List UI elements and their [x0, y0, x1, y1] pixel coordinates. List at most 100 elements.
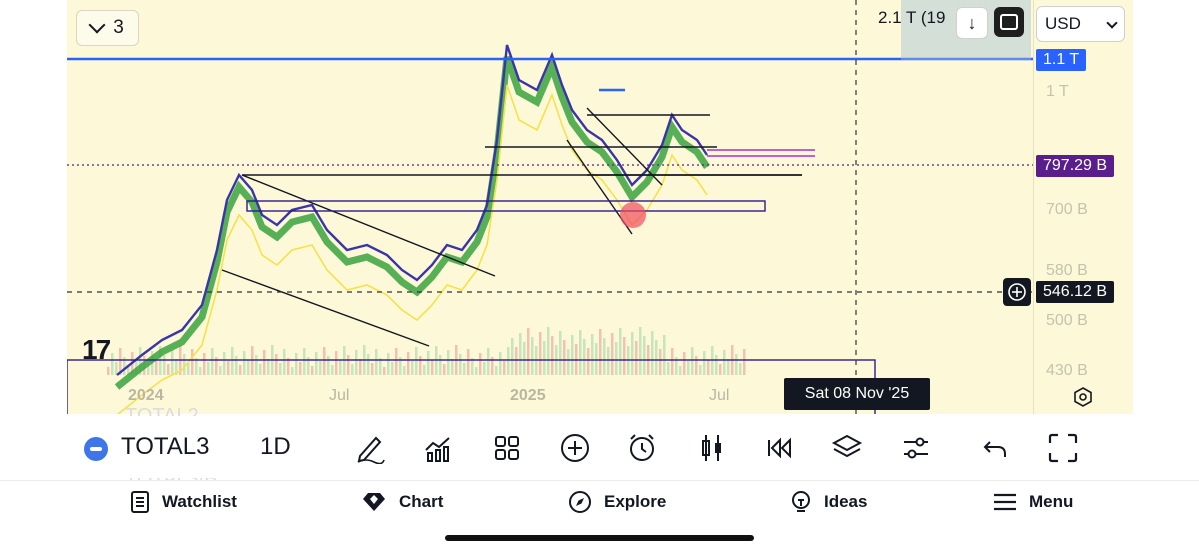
volume-bar: [111, 353, 114, 375]
plus-circle-icon: [1008, 283, 1026, 301]
scroll-down-button[interactable]: ↓: [956, 7, 988, 39]
volume-bar: [495, 366, 498, 375]
symbol-name[interactable]: TOTAL3: [121, 433, 210, 460]
volume-bar: [155, 360, 158, 375]
volume-bar: [355, 350, 358, 375]
volume-bar: [735, 354, 738, 375]
chart-type-button[interactable]: [692, 428, 732, 468]
volume-bar: [411, 361, 414, 375]
chart-settings-button[interactable]: [1070, 384, 1096, 410]
menu-icon: [994, 493, 1016, 511]
volume-bar: [707, 360, 710, 375]
volume-bar: [719, 364, 722, 375]
volume-bar: [663, 335, 666, 375]
indicators-button[interactable]: [418, 428, 458, 468]
volume-bar: [639, 327, 642, 375]
add-button[interactable]: [555, 428, 595, 468]
support-zone[interactable]: [246, 200, 766, 212]
volume-bar: [479, 353, 482, 375]
bottom-navigation: [0, 480, 1199, 555]
volume-bar: [371, 363, 374, 375]
scale-tick-430b: 430 B: [1046, 362, 1088, 379]
indicator-count: 3: [113, 17, 124, 38]
volume-bar: [687, 361, 690, 375]
volume-bar: [667, 362, 670, 375]
volume-bar: [171, 350, 174, 375]
currency-select[interactable]: USD: [1036, 6, 1125, 42]
volume-bar: [487, 348, 490, 375]
volume-bar: [659, 349, 662, 375]
volume-bar: [739, 363, 742, 375]
volume-bar: [643, 336, 646, 375]
settings-sliders-icon: [904, 437, 928, 459]
undo-button[interactable]: [975, 428, 1015, 468]
symbol-logo-icon: [84, 437, 108, 461]
object-tree-button[interactable]: [827, 428, 867, 468]
crosshair-price-label: 546.12 B: [1036, 281, 1115, 303]
volume-bar: [467, 349, 470, 375]
volume-bar: [275, 354, 278, 375]
legend-value: 2.1 T (19: [878, 8, 946, 27]
draw-button[interactable]: [350, 428, 390, 468]
time-tick-jul-2024: Jul: [329, 387, 350, 404]
volume-bar: [579, 330, 582, 375]
add-price-button[interactable]: [1003, 278, 1031, 306]
volume-bar: [703, 351, 706, 375]
volume-bar: [563, 340, 566, 375]
volume-bar: [483, 362, 486, 375]
price-chart[interactable]: [67, 0, 1033, 414]
volume-bar: [539, 332, 542, 375]
nav-watchlist[interactable]: Watchlist: [130, 490, 237, 514]
chart-icon: [363, 493, 385, 511]
volume-bar: [323, 347, 326, 375]
left-gutter: [0, 0, 67, 480]
drawing-lines[interactable]: [221, 107, 802, 347]
volume-bar: [291, 367, 294, 375]
top-line-price-label: 1.1 T: [1036, 49, 1087, 71]
volume-bar: [567, 349, 570, 375]
volume-bar: [403, 366, 406, 375]
volume-bar: [239, 365, 242, 375]
volume-bar: [559, 331, 562, 375]
fit-screen-button[interactable]: [994, 7, 1024, 37]
volume-bar: [463, 363, 466, 375]
chevron-down-icon: [1106, 16, 1118, 29]
volume-bar: [407, 352, 410, 375]
interval-selector[interactable]: 1D: [260, 433, 291, 460]
nav-ideas[interactable]: Ideas: [790, 490, 867, 514]
compass-icon: [569, 491, 591, 513]
volume-bar: [359, 359, 362, 375]
chart-settings-sliders-button[interactable]: [896, 428, 936, 468]
volume-bar: [247, 360, 250, 375]
draw-icon: [357, 436, 385, 464]
volume-bar: [447, 350, 450, 375]
volume-bar: [723, 350, 726, 375]
fullscreen-button[interactable]: [1043, 428, 1083, 468]
volume-bar: [263, 350, 266, 375]
indicators-collapse-button[interactable]: 3: [76, 10, 139, 46]
volume-bar: [327, 356, 330, 375]
volume-bar: [635, 341, 638, 375]
volume-bar: [519, 333, 522, 375]
layouts-button[interactable]: [487, 428, 527, 468]
nav-explore[interactable]: Explore: [568, 490, 666, 514]
nav-chart[interactable]: Chart: [361, 490, 443, 514]
volume-bar: [299, 362, 302, 375]
volume-bar: [427, 351, 430, 375]
volume-bar: [295, 353, 298, 375]
volume-bar: [107, 367, 110, 375]
volume-bar: [507, 347, 510, 375]
volume-bar: [699, 365, 702, 375]
alert-button[interactable]: [622, 428, 662, 468]
volume-bar: [255, 355, 258, 375]
volume-bar: [219, 366, 222, 375]
volume-bar: [267, 359, 270, 375]
volume-bar: [683, 352, 686, 375]
volume-bar: [207, 362, 210, 375]
volume-bar: [379, 358, 382, 375]
nav-menu[interactable]: Menu: [993, 490, 1073, 514]
hexagon-settings-icon: [1074, 387, 1092, 407]
volume-bar: [423, 365, 426, 375]
volume-bar: [503, 361, 506, 375]
replay-button[interactable]: [759, 428, 799, 468]
